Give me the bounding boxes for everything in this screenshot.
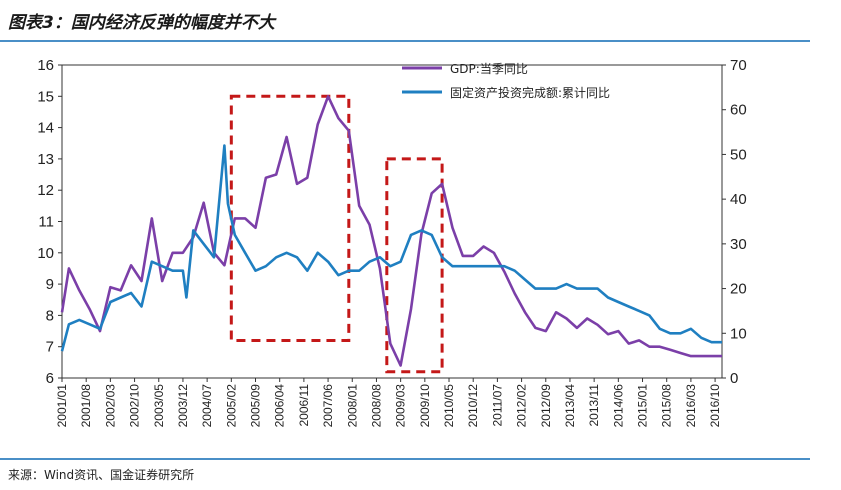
left-tick-label: 14 xyxy=(37,120,54,137)
x-tick-label: 2003/05 xyxy=(152,384,166,428)
x-tick-label: 2013/04 xyxy=(563,384,577,428)
right-tick-label: 20 xyxy=(730,281,747,298)
right-tick-label: 10 xyxy=(730,325,747,342)
right-tick-label: 30 xyxy=(730,236,747,253)
left-tick-label: 10 xyxy=(37,245,54,262)
x-tick-label: 2016/10 xyxy=(708,384,722,428)
left-tick-label: 16 xyxy=(37,57,54,74)
source-note: 来源：Wind资讯、国金证券研究所 xyxy=(8,468,195,482)
x-tick-label: 2016/03 xyxy=(684,384,698,428)
gdp-series-line xyxy=(60,95,722,367)
fai-series-line xyxy=(60,144,722,352)
x-tick-label: 2008/08 xyxy=(369,384,383,428)
x-tick-label: 2008/01 xyxy=(345,384,359,428)
left-tick-label: 15 xyxy=(37,88,54,105)
source-rule xyxy=(0,458,810,460)
left-tick-label: 11 xyxy=(38,214,54,231)
left-tick-label: 8 xyxy=(46,307,54,324)
x-tick-label: 2014/06 xyxy=(611,384,625,428)
x-tick-label: 2003/12 xyxy=(176,384,190,428)
x-tick-label: 2005/09 xyxy=(249,384,263,428)
x-tick-label: 2001/01 xyxy=(55,384,69,428)
right-tick-label: 60 xyxy=(730,102,747,119)
legend-label-gdp: GDP:当季同比 xyxy=(450,62,528,76)
left-tick-label: 7 xyxy=(46,339,54,356)
x-tick-label: 2012/09 xyxy=(539,384,553,428)
right-tick-label: 70 xyxy=(730,57,747,74)
x-tick-label: 2004/07 xyxy=(200,384,214,428)
x-tick-label: 2015/08 xyxy=(660,384,674,428)
x-tick-label: 2006/04 xyxy=(273,384,287,428)
x-tick-label: 2002/10 xyxy=(128,384,142,428)
right-tick-label: 40 xyxy=(730,191,747,208)
x-tick-label: 2012/02 xyxy=(515,384,529,428)
highlight-box xyxy=(229,94,351,342)
right-tick-label: 0 xyxy=(730,370,738,387)
title-rule xyxy=(0,40,810,42)
x-tick-label: 2001/08 xyxy=(79,384,93,428)
right-tick-label: 50 xyxy=(730,146,747,163)
x-tick-label: 2011/07 xyxy=(490,384,504,427)
x-tick-label: 2006/11 xyxy=(297,384,311,427)
plot-frame xyxy=(61,64,723,379)
left-tick-label: 13 xyxy=(37,151,54,168)
x-tick-label: 2007/06 xyxy=(321,384,335,428)
left-tick-label: 6 xyxy=(46,370,54,387)
x-tick-label: 2005/02 xyxy=(224,384,238,428)
left-tick-label: 9 xyxy=(46,276,54,293)
x-tick-label: 2009/03 xyxy=(394,384,408,428)
x-tick-label: 2010/12 xyxy=(466,384,480,428)
x-tick-label: 2010/05 xyxy=(442,384,456,428)
figure-title: 图表3：国内经济反弹的幅度并不大 xyxy=(8,13,275,33)
x-tick-label: 2009/10 xyxy=(418,384,432,428)
legend-label-fai: 固定资产投资完成额:累计同比 xyxy=(450,85,610,100)
left-tick-label: 12 xyxy=(37,182,54,199)
x-tick-label: 2015/01 xyxy=(636,384,650,428)
x-tick-label: 2002/03 xyxy=(103,384,117,428)
x-tick-label: 2013/11 xyxy=(587,384,601,427)
